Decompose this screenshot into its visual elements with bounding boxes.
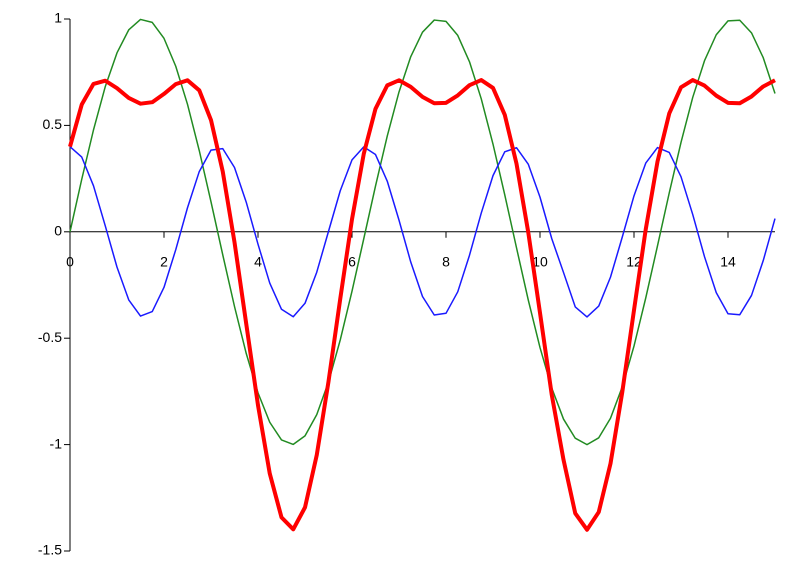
x-tick-label: 4 [254,254,262,270]
x-tick-label: 12 [626,254,642,270]
x-tick-label: 6 [348,254,356,270]
x-tick-label: 14 [720,254,736,270]
x-tick-label: 2 [160,254,168,270]
line-series [69,18,776,446]
y-tick-label: -0.5 [38,329,62,345]
y-tick-label: 0.5 [43,116,63,132]
line-series [68,78,776,532]
y-tick-label: -1.5 [38,542,62,558]
x-tick-label: 0 [66,254,74,270]
x-tick-label: 10 [532,254,548,270]
y-tick-label: 0 [54,223,62,239]
y-tick-label: 1 [54,10,62,26]
line-series [69,146,776,318]
x-tick-label: 8 [442,254,450,270]
y-tick-label: -1 [50,435,63,451]
